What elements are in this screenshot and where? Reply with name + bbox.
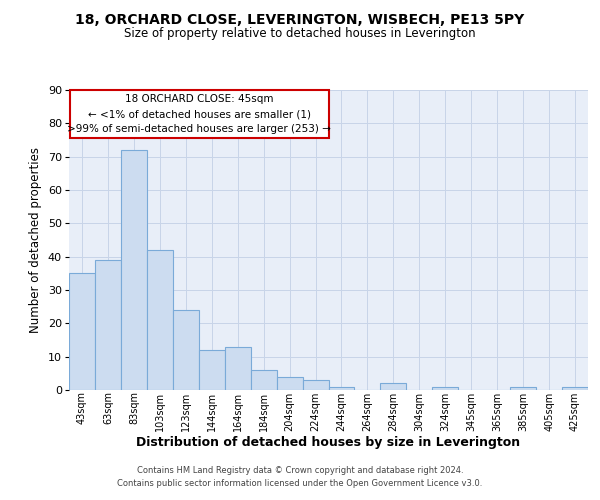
Text: 18 ORCHARD CLOSE: 45sqm
← <1% of detached houses are smaller (1)
>99% of semi-de: 18 ORCHARD CLOSE: 45sqm ← <1% of detache… [67,94,331,134]
Bar [95,260,121,390]
Bar [199,350,224,390]
Bar [380,384,406,390]
Bar [70,90,329,138]
X-axis label: Distribution of detached houses by size in Leverington: Distribution of detached houses by size … [136,436,521,450]
Bar [251,370,277,390]
Bar [562,386,588,390]
Bar [302,380,329,390]
Bar [121,150,147,390]
Bar [173,310,199,390]
Text: 18, ORCHARD CLOSE, LEVERINGTON, WISBECH, PE13 5PY: 18, ORCHARD CLOSE, LEVERINGTON, WISBECH,… [76,12,524,26]
Bar [225,346,251,390]
Bar [69,274,95,390]
Text: Size of property relative to detached houses in Leverington: Size of property relative to detached ho… [124,28,476,40]
Text: Contains HM Land Registry data © Crown copyright and database right 2024.
Contai: Contains HM Land Registry data © Crown c… [118,466,482,487]
Bar [147,250,173,390]
Y-axis label: Number of detached properties: Number of detached properties [29,147,43,333]
Bar [433,386,458,390]
Bar [277,376,302,390]
Bar [329,386,355,390]
Bar [510,386,536,390]
